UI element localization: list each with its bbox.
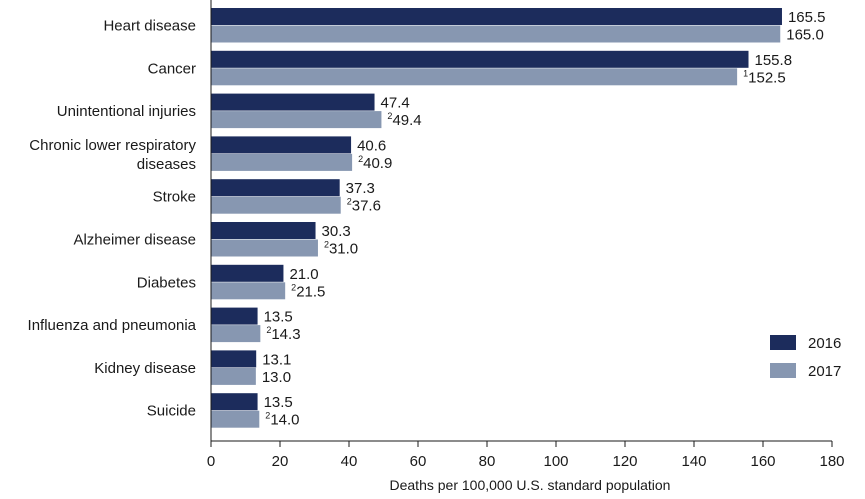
category-label-line: Chronic lower respiratory (29, 137, 196, 154)
footnote-marker: 2 (387, 111, 392, 121)
legend: 2016 2017 (770, 335, 841, 380)
value-text: 49.4 (392, 112, 421, 129)
value-label-2017: 214.3 (266, 325, 300, 343)
bar-2017 (211, 25, 781, 43)
footnote-marker: 2 (266, 325, 271, 335)
category-label: Chronic lower respiratory diseases (29, 137, 196, 173)
value-label-2017: 221.5 (291, 282, 325, 300)
category-label: Cancer (148, 60, 196, 77)
value-label-2016: 21.0 (289, 266, 318, 283)
category-labels: Heart disease Cancer Unintentional injurie… (28, 18, 197, 420)
x-tick-label: 40 (341, 453, 358, 470)
bar-2016 (211, 264, 284, 282)
x-axis: 0 20 40 60 80 100 120 140 160 180 (207, 0, 845, 470)
bar-2017 (211, 410, 260, 428)
value-label-2016: 37.3 (346, 180, 375, 197)
value-label-2017: 231.0 (324, 240, 358, 258)
bar-2016 (211, 8, 782, 25)
bar-2017 (211, 367, 256, 385)
value-label-2017: 165.0 (786, 27, 824, 44)
bars (211, 8, 782, 428)
bar-2016 (211, 136, 352, 154)
bar-2017 (211, 325, 261, 343)
x-tick-label: 180 (819, 453, 844, 470)
bar-2016 (211, 50, 749, 68)
value-labels: 165.5165.0155.81152.547.4249.440.6240.93… (262, 9, 826, 429)
x-tick-label: 120 (612, 453, 637, 470)
value-label-2016: 13.1 (262, 351, 291, 368)
x-tick-label: 20 (272, 453, 289, 470)
value-label-2016: 165.5 (788, 9, 826, 26)
value-label-2017: 1152.5 (743, 68, 786, 86)
value-text: 31.0 (329, 241, 358, 258)
footnote-marker: 2 (324, 240, 329, 250)
bar-2017 (211, 153, 353, 171)
bar-2017 (211, 282, 286, 300)
value-label-2016: 47.4 (381, 95, 410, 112)
category-label: Kidney disease (94, 360, 196, 377)
x-tick-label: 0 (207, 453, 215, 470)
value-label-2017: 237.6 (347, 197, 381, 215)
value-label-2016: 155.8 (755, 52, 793, 69)
footnote-marker: 2 (291, 282, 296, 292)
footnote-marker: 1 (743, 68, 748, 78)
value-text: 21.5 (296, 283, 325, 300)
x-tick-label: 60 (410, 453, 427, 470)
bar-2016 (211, 222, 316, 239)
value-label-2016: 40.6 (357, 137, 386, 154)
value-text: 152.5 (748, 69, 786, 86)
value-label-2017: 13.0 (262, 369, 291, 386)
bar-2016 (211, 393, 258, 411)
category-label: Alzheimer disease (73, 232, 196, 249)
footnote-marker: 2 (347, 197, 352, 207)
bar-2016 (211, 307, 258, 325)
bar-2016 (211, 93, 375, 111)
value-text: 14.0 (270, 412, 299, 429)
footnote-marker: 2 (265, 411, 270, 421)
category-label: Suicide (147, 403, 196, 420)
category-label: Heart disease (103, 18, 196, 35)
legend-swatch-2017 (770, 363, 796, 378)
x-tick-label: 140 (681, 453, 706, 470)
bar-2017 (211, 239, 318, 257)
value-text: 37.6 (352, 198, 381, 215)
legend-swatch-2016 (770, 335, 796, 350)
category-label: Unintentional injuries (57, 103, 196, 120)
category-label: Diabetes (137, 274, 196, 291)
legend-label-2016: 2016 (808, 335, 841, 352)
value-label-2017: 249.4 (387, 111, 421, 129)
value-label-2016: 13.5 (264, 394, 293, 411)
bar-2016 (211, 179, 340, 197)
value-text: 14.3 (271, 326, 300, 343)
x-tick-label: 100 (543, 453, 568, 470)
x-tick-label: 80 (479, 453, 496, 470)
x-tick-label: 160 (750, 453, 775, 470)
bar-2017 (211, 196, 341, 214)
category-label: Stroke (153, 189, 196, 206)
footnote-marker: 2 (358, 154, 363, 164)
bar-2017 (211, 68, 738, 86)
value-text: 40.9 (363, 155, 392, 172)
value-label-2016: 13.5 (264, 309, 293, 326)
x-axis-title: Deaths per 100,000 U.S. standard populat… (390, 477, 671, 493)
bar-2017 (211, 111, 382, 129)
bar-2016 (211, 350, 257, 368)
category-label: Influenza and pneumonia (28, 317, 197, 334)
value-label-2016: 30.3 (322, 223, 351, 240)
value-label-2017: 214.0 (265, 411, 299, 429)
legend-label-2017: 2017 (808, 363, 841, 380)
value-label-2017: 240.9 (358, 154, 392, 172)
category-label-line: diseases (137, 156, 196, 173)
